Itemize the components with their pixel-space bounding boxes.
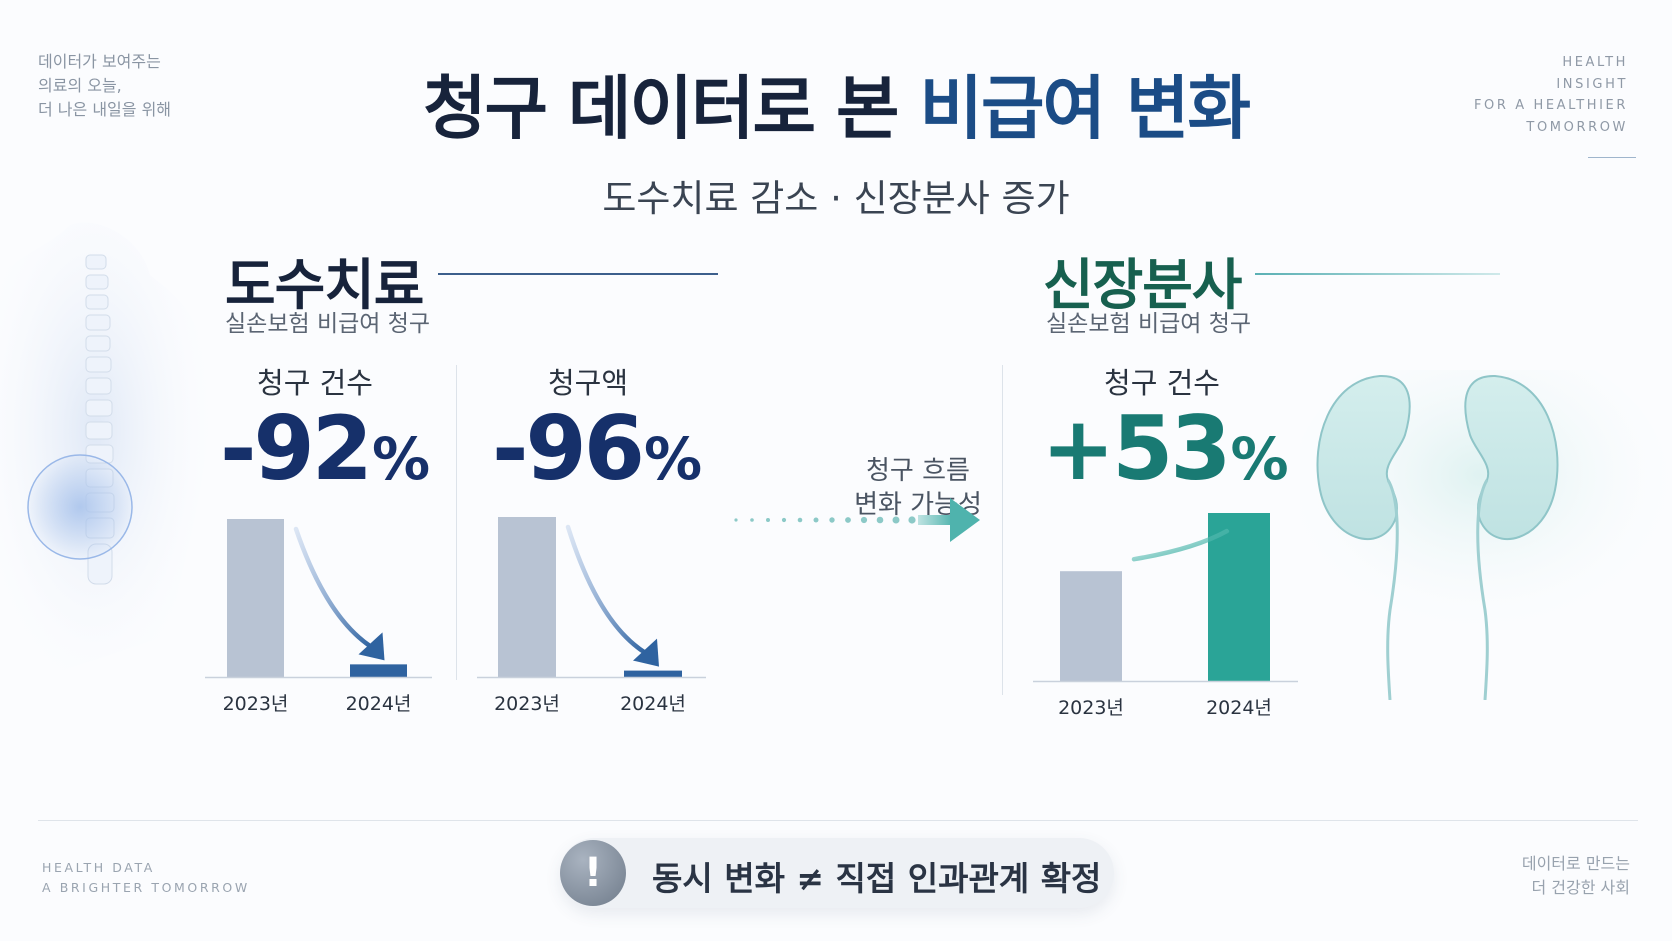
top-right-caption: HEALTH INSIGHT FOR A HEALTHIER TOMORROW <box>1474 52 1628 138</box>
notice-pill <box>560 838 1114 908</box>
section-subtitle-manual-therapy: 실손보험 비급여 청구 <box>225 311 431 337</box>
caption-line: 데이터로 만드는 <box>1521 854 1630 873</box>
page-title: 청구 데이터로 본 비급여 변화 <box>0 52 1672 152</box>
change-digits: 92 <box>253 397 372 500</box>
metric-value-claims-amount: -96% <box>472 405 722 493</box>
x-tick-label: 2023년 <box>223 693 289 715</box>
trend-arrow-head <box>1223 519 1247 543</box>
page-subtitle: 도수치료 감소 · 신장분사 증가 <box>602 177 1070 220</box>
exclamation-icon: ! <box>560 840 626 906</box>
bottom-right-caption: 데이터로 만드는 더 건강한 사회 <box>1522 852 1630 900</box>
change-sign: - <box>491 397 528 500</box>
panel-divider <box>1002 365 1003 695</box>
section-title-manual-therapy: 도수치료 <box>225 253 424 317</box>
bar-2023년 <box>498 517 556 677</box>
caption-line: 더 건강한 사회 <box>1531 878 1631 897</box>
title-part-1: 청구 데이터로 본 <box>423 69 899 149</box>
metric-label-claims-count-kidney: 청구 건수 <box>1104 366 1220 400</box>
metric-label-claims-count: 청구 건수 <box>257 366 373 400</box>
top-left-caption: 데이터가 보여주는 의료의 오늘, 더 나은 내일을 위해 <box>38 50 171 122</box>
trend-arrow <box>293 526 373 649</box>
section-rule-manual-therapy <box>438 273 718 275</box>
bar-2024년 <box>624 670 682 677</box>
kidney-illustration <box>1300 370 1670 700</box>
change-number: +53 <box>1041 397 1231 500</box>
caption-line: 의료의 오늘, <box>38 76 122 95</box>
change-sign: + <box>1041 397 1115 500</box>
caption-line: 더 나은 내일을 위해 <box>38 100 172 119</box>
flow-note: 청구 흐름 변화 가능성 <box>818 454 1018 522</box>
x-tick-label: 2023년 <box>1058 697 1124 719</box>
metric-value-claims-count-kidney: +53% <box>1035 405 1295 493</box>
trend-arrow-head <box>633 638 659 667</box>
change-sign: - <box>219 397 256 500</box>
bar-chart-claims-amount: 2023년 2024년 <box>477 517 706 715</box>
bar-2024년 <box>350 664 407 677</box>
section-rule-kidney <box>1255 273 1500 275</box>
bar-2023년 <box>227 519 284 677</box>
x-tick-label: 2023년 <box>494 693 560 715</box>
caption-line: INSIGHT <box>1556 76 1628 92</box>
metric-value-claims-count: -92% <box>200 405 450 493</box>
section-subtitle-kidney: 실손보험 비급여 청구 <box>1046 311 1252 337</box>
change-digits: 96 <box>525 397 644 500</box>
x-tick-label: 2024년 <box>1206 697 1272 719</box>
change-unit: % <box>1230 425 1289 493</box>
caption-line: TOMORROW <box>1526 119 1628 135</box>
caption-line: A BRIGHTER TOMORROW <box>42 880 250 895</box>
caption-line: HEALTH DATA <box>42 860 155 875</box>
bar-2023년 <box>1060 571 1122 681</box>
flow-note-line: 변화 가능성 <box>854 490 982 520</box>
panel-divider <box>456 365 457 680</box>
change-number: -92 <box>219 397 373 500</box>
title-part-2: 비급여 변화 <box>919 69 1251 149</box>
caption-divider <box>1588 157 1636 158</box>
caption-line: FOR A HEALTHIER <box>1473 98 1628 113</box>
change-number: -96 <box>491 397 645 500</box>
x-tick-label: 2024년 <box>346 693 412 715</box>
trend-arrow <box>1131 528 1230 562</box>
caption-line: HEALTH <box>1562 55 1628 70</box>
trend-arrow-head <box>358 632 385 661</box>
footer-divider <box>38 820 1638 821</box>
change-unit: % <box>643 425 703 493</box>
section-title-kidney: 신장분사 <box>1043 253 1242 317</box>
spine-illustration <box>0 222 211 685</box>
trend-arrow <box>565 524 648 655</box>
bar-chart-claims-count-kidney: 2023년 2024년 <box>1033 513 1298 719</box>
change-unit: % <box>371 425 431 493</box>
notice-text: 동시 변화 ≠ 직접 인과관계 확정 <box>652 859 1102 898</box>
change-digits: 53 <box>1112 397 1231 500</box>
x-tick-label: 2024년 <box>620 693 686 715</box>
metric-label-claims-amount: 청구액 <box>547 366 629 400</box>
flow-note-line: 청구 흐름 <box>866 456 970 486</box>
bar-chart-claims-count: 2023년 2024년 <box>205 519 432 715</box>
caption-line: 데이터가 보여주는 <box>38 52 161 71</box>
bottom-left-caption: HEALTH DATA A BRIGHTER TOMORROW <box>42 858 250 898</box>
